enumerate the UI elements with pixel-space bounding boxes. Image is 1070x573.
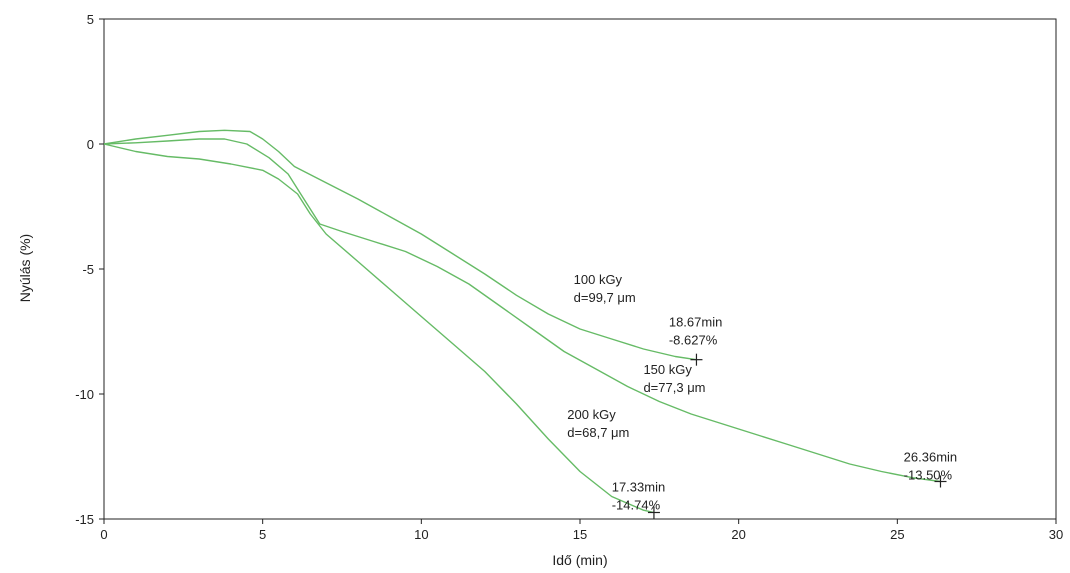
annotation-text: 17.33min xyxy=(612,480,665,495)
series-layer xyxy=(103,129,941,514)
annotation-text: -13.50% xyxy=(904,468,953,483)
end-marker-3 xyxy=(647,506,660,519)
y-tick-label: 0 xyxy=(87,137,94,152)
annotation-text: 200 kGy xyxy=(567,407,616,422)
annotation-text: d=77,3 μm xyxy=(643,380,705,395)
annotation-text: 18.67min xyxy=(669,315,722,330)
end-marker-1 xyxy=(690,353,703,366)
series-line-2 xyxy=(103,138,941,483)
annotation-text: -8.627% xyxy=(669,333,718,348)
x-tick-label: 10 xyxy=(414,527,428,542)
x-tick-label: 30 xyxy=(1049,527,1063,542)
plot-area xyxy=(103,18,1057,520)
y-tick-label: -10 xyxy=(75,387,94,402)
x-tick-label: 5 xyxy=(259,527,266,542)
end-marker-2 xyxy=(934,475,947,488)
annotation-text: d=68,7 μm xyxy=(567,425,629,440)
y-tick-label: -15 xyxy=(75,512,94,527)
annotation-text: d=99,7 μm xyxy=(574,290,636,305)
y-axis: 5 0 -5 -10 -15 xyxy=(75,12,104,527)
x-tick-label: 20 xyxy=(731,527,745,542)
series-line-1 xyxy=(103,129,697,361)
annotation-layer: 100 kGy d=99,7 μm 18.67min -8.627% 150 kGy d=… xyxy=(567,272,957,513)
marker-layer xyxy=(647,353,947,519)
series-line-3 xyxy=(103,143,655,514)
annotation-text: 100 kGy xyxy=(574,272,623,287)
x-tick-label: 15 xyxy=(573,527,587,542)
annotation-text: 150 kGy xyxy=(643,362,692,377)
annotation-text: 26.36min xyxy=(904,450,957,465)
y-axis-title: Nyúlás (%) xyxy=(17,234,33,302)
y-tick-label: -5 xyxy=(82,262,94,277)
x-tick-label: 25 xyxy=(890,527,904,542)
x-axis: 0 5 10 15 20 25 30 xyxy=(100,519,1063,542)
y-tick-label: 5 xyxy=(87,12,94,27)
x-tick-label: 0 xyxy=(100,527,107,542)
annotation-text: -14.74% xyxy=(612,498,661,513)
x-axis-title: Idő (min) xyxy=(552,552,607,568)
